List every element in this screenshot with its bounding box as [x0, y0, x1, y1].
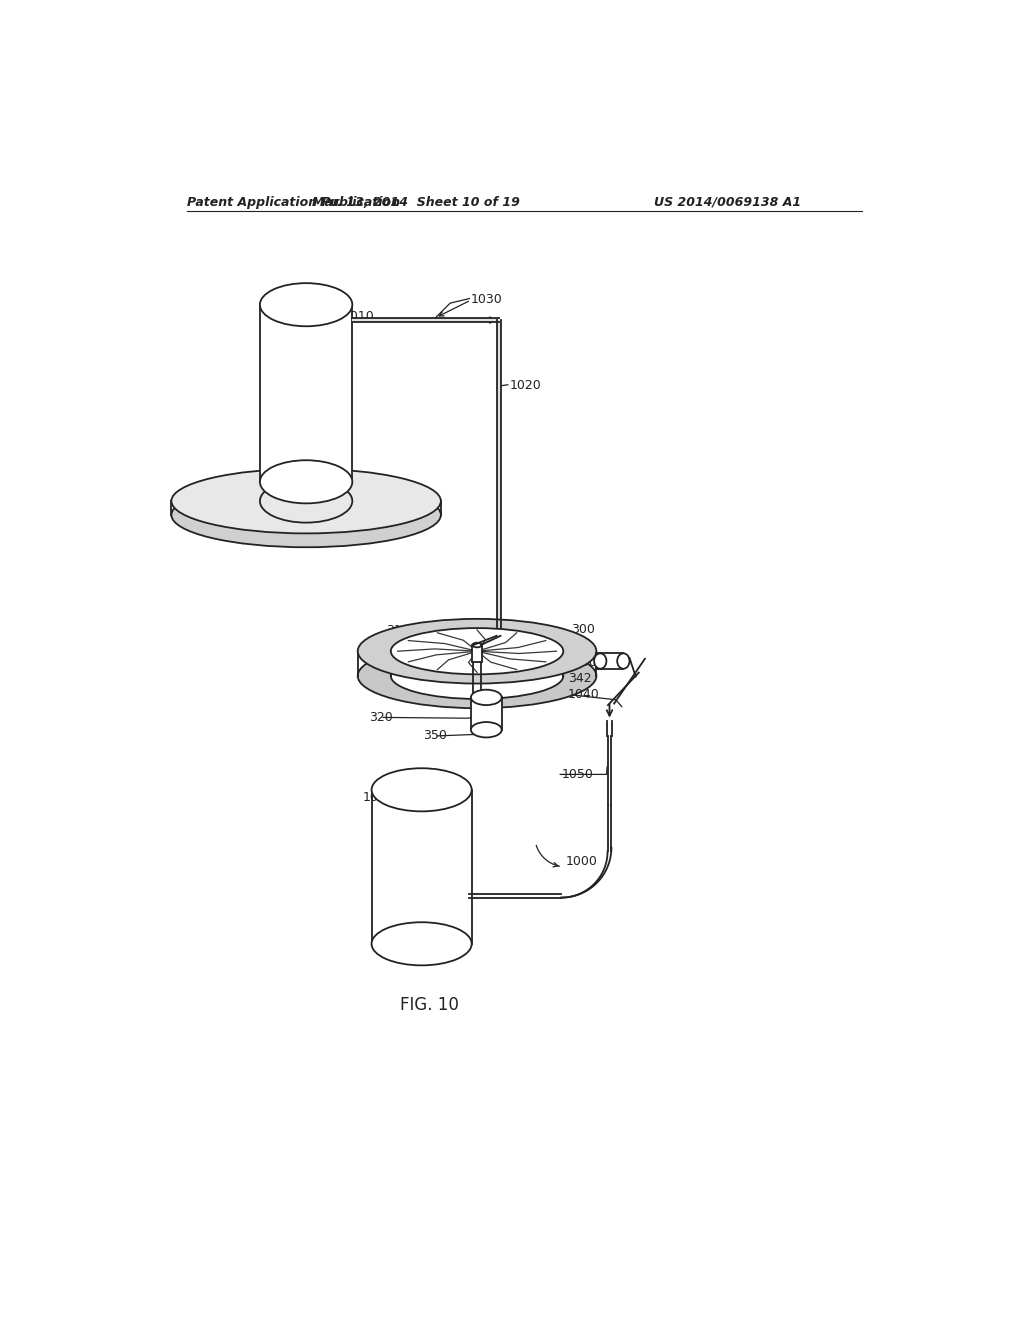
Text: Mar. 13, 2014  Sheet 10 of 19: Mar. 13, 2014 Sheet 10 of 19	[311, 195, 519, 209]
Ellipse shape	[260, 479, 352, 523]
Ellipse shape	[357, 644, 596, 708]
Text: 1030: 1030	[471, 293, 503, 306]
Bar	[472, 645, 481, 663]
Ellipse shape	[260, 461, 352, 503]
Ellipse shape	[471, 689, 502, 705]
Bar	[471, 697, 502, 730]
Text: 300: 300	[571, 623, 595, 636]
Ellipse shape	[471, 722, 502, 738]
Ellipse shape	[617, 653, 630, 669]
Ellipse shape	[372, 768, 472, 812]
Bar	[372, 789, 472, 944]
Bar	[600, 653, 624, 669]
Text: 1020: 1020	[509, 379, 541, 392]
Text: 330: 330	[372, 651, 395, 664]
Text: 340: 340	[573, 656, 597, 669]
Text: 320: 320	[370, 711, 393, 723]
Ellipse shape	[391, 628, 563, 675]
Ellipse shape	[594, 653, 606, 669]
Text: FIG. 10: FIG. 10	[400, 997, 459, 1014]
Text: 1050: 1050	[562, 768, 594, 781]
Text: US 2014/0069138 A1: US 2014/0069138 A1	[654, 195, 802, 209]
Text: 342: 342	[568, 672, 592, 685]
Text: 1010: 1010	[342, 310, 374, 323]
Text: Patent Application Publication: Patent Application Publication	[186, 195, 399, 209]
Ellipse shape	[357, 619, 596, 684]
Text: 312: 312	[386, 624, 410, 638]
Text: 350: 350	[423, 730, 447, 742]
Bar	[497, 321, 501, 636]
Ellipse shape	[372, 923, 472, 965]
Text: 1000: 1000	[565, 855, 597, 869]
Bar	[352, 318, 499, 322]
Bar	[260, 305, 352, 482]
Ellipse shape	[171, 483, 441, 548]
Text: 1060: 1060	[364, 791, 395, 804]
Text: 1040: 1040	[568, 688, 600, 701]
Ellipse shape	[391, 653, 563, 700]
Ellipse shape	[260, 284, 352, 326]
Ellipse shape	[171, 469, 441, 533]
Ellipse shape	[472, 643, 481, 647]
